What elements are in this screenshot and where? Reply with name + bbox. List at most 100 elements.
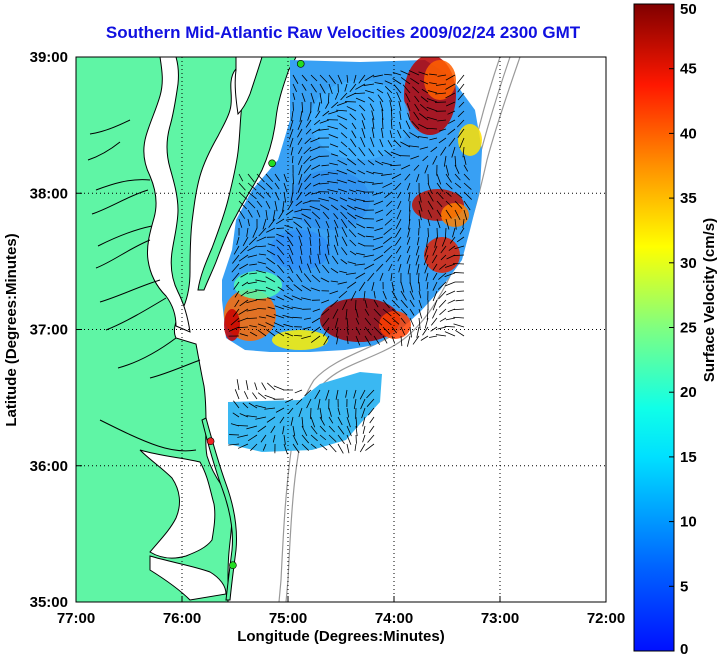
velocity-vector bbox=[349, 250, 357, 256]
velocity-vector bbox=[246, 308, 258, 312]
velocity-vector bbox=[294, 334, 303, 337]
velocity-vector bbox=[324, 253, 330, 265]
velocity-vector bbox=[301, 101, 304, 113]
velocity-vector bbox=[420, 335, 429, 341]
velocity-vector bbox=[436, 200, 443, 208]
velocity-vector bbox=[353, 398, 357, 410]
velocity-vector bbox=[283, 191, 287, 203]
velocity-vector bbox=[347, 212, 357, 220]
velocity-vector bbox=[310, 155, 321, 161]
velocity-vector bbox=[319, 119, 330, 124]
velocity-vector bbox=[400, 317, 406, 324]
velocity-vector bbox=[394, 236, 402, 246]
velocity-vector bbox=[275, 407, 285, 413]
velocity-vector bbox=[414, 103, 420, 112]
velocity-vector bbox=[455, 330, 465, 337]
velocity-vector bbox=[411, 120, 420, 130]
velocity-vector bbox=[301, 443, 309, 451]
velocity-vector bbox=[310, 434, 318, 442]
velocity-vector bbox=[286, 236, 294, 247]
velocity-vector bbox=[258, 316, 267, 319]
velocity-vector bbox=[444, 281, 456, 287]
velocity-vector bbox=[301, 83, 307, 91]
velocity-vector bbox=[283, 443, 288, 455]
velocity-vector bbox=[262, 443, 267, 451]
velocity-vector bbox=[364, 299, 368, 308]
velocity-vector bbox=[368, 96, 375, 103]
velocity-vector bbox=[232, 412, 240, 418]
velocity-vector bbox=[351, 122, 357, 130]
velocity-vector bbox=[277, 286, 285, 292]
velocity-vector bbox=[328, 74, 336, 85]
velocity-vector bbox=[277, 254, 285, 265]
velocity-vector bbox=[267, 243, 276, 247]
velocity-vector bbox=[371, 127, 375, 139]
velocity-vector bbox=[317, 101, 321, 112]
velocity-vector bbox=[284, 332, 294, 337]
velocity-vector bbox=[346, 416, 351, 428]
velocity-vector bbox=[240, 272, 249, 278]
velocity-vector bbox=[274, 173, 280, 182]
velocity-vector bbox=[337, 443, 344, 454]
velocity-vector bbox=[312, 308, 321, 312]
velocity-vector bbox=[405, 93, 411, 103]
velocity-vector bbox=[457, 110, 465, 118]
velocity-vector bbox=[354, 299, 357, 311]
velocity-vector bbox=[283, 182, 288, 193]
velocity-vector bbox=[426, 236, 429, 248]
velocity-vector bbox=[386, 92, 393, 103]
velocity-vector bbox=[351, 130, 357, 139]
velocity-vector bbox=[274, 182, 280, 190]
velocity-vector bbox=[299, 110, 303, 122]
velocity-vector bbox=[292, 216, 303, 220]
velocity-vector bbox=[317, 398, 321, 410]
velocity-vector bbox=[463, 191, 472, 200]
velocity-vector bbox=[311, 317, 321, 324]
velocity-vector bbox=[310, 191, 321, 195]
velocity-vector bbox=[320, 173, 330, 176]
velocity-vector bbox=[463, 209, 468, 221]
velocity-vector bbox=[267, 297, 276, 301]
velocity-vector bbox=[252, 392, 258, 400]
velocity-vector bbox=[397, 200, 402, 210]
velocity-vector bbox=[337, 74, 343, 85]
velocity-vector bbox=[386, 200, 393, 207]
velocity-vector bbox=[248, 236, 258, 245]
velocity-vector bbox=[236, 236, 240, 245]
velocity-vector bbox=[445, 317, 456, 321]
velocity-vector bbox=[277, 275, 285, 283]
velocity-vector bbox=[246, 299, 258, 304]
grid-lines bbox=[76, 57, 606, 602]
velocity-vector bbox=[424, 164, 429, 174]
velocity-vector bbox=[381, 128, 384, 139]
velocity-vector bbox=[415, 254, 420, 266]
velocity-vector bbox=[414, 95, 420, 103]
velocity-vector bbox=[238, 182, 246, 191]
velocity-vector bbox=[427, 182, 433, 194]
velocity-vector bbox=[355, 416, 358, 428]
velocity-vector bbox=[238, 308, 249, 315]
velocity-vector bbox=[322, 264, 330, 274]
velocity-vector bbox=[435, 92, 447, 95]
velocity-vector bbox=[288, 128, 294, 140]
velocity-vector bbox=[376, 218, 384, 222]
velocity-vector bbox=[255, 279, 267, 283]
velocity-vector bbox=[354, 198, 366, 202]
velocity-vector bbox=[437, 74, 447, 77]
velocity-vector bbox=[340, 211, 348, 220]
velocity-vector bbox=[321, 299, 330, 304]
velocity-vector bbox=[250, 443, 258, 451]
velocity-vector bbox=[273, 322, 285, 328]
velocity-vector bbox=[292, 74, 299, 84]
velocity-vector bbox=[240, 245, 249, 255]
velocity-vector bbox=[292, 316, 303, 319]
velocity-vector bbox=[419, 113, 429, 121]
velocity-vector bbox=[409, 326, 412, 338]
velocity-vector bbox=[300, 297, 312, 301]
velocity-vector bbox=[327, 125, 339, 130]
velocity-vector bbox=[322, 317, 330, 327]
velocity-vector bbox=[418, 317, 421, 329]
velocity-vector bbox=[390, 109, 393, 121]
velocity-vector bbox=[355, 326, 361, 335]
velocity-vector bbox=[329, 162, 339, 166]
